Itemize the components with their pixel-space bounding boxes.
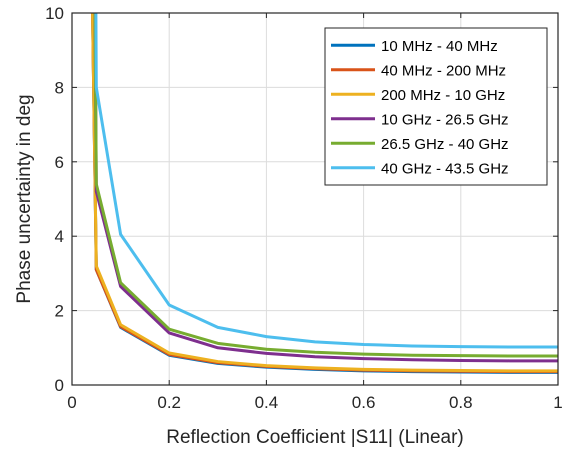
plot-area-frame: [71, 12, 559, 386]
y-tick-label: 2: [55, 302, 64, 321]
y-tick-label: 6: [55, 153, 64, 172]
x-axis-label: Reflection Coefficient |S11| (Linear): [166, 427, 464, 448]
legend-entry-label: 10 MHz - 40 MHz: [381, 38, 498, 55]
x-tick-label: 0: [67, 393, 76, 412]
legend-entry-label: 26.5 GHz - 40 GHz: [381, 136, 509, 153]
series-line: [93, 13, 558, 358]
y-axis-label: Phase uncertainty in deg: [14, 94, 35, 303]
series-line: [91, 13, 558, 373]
legend-entry-label: 40 GHz - 43.5 GHz: [381, 160, 509, 177]
y-tick-label: 10: [45, 4, 64, 23]
y-tick-label: 0: [55, 376, 64, 395]
x-tick-label: 0.6: [352, 393, 376, 412]
x-tick-label: 0.8: [449, 393, 473, 412]
series-group: [91, 13, 558, 374]
series-line: [94, 13, 558, 349]
x-tick-label: 0.4: [255, 393, 279, 412]
legend-entry-label: 10 GHz - 26.5 GHz: [381, 111, 509, 128]
y-tick-label: 8: [55, 78, 64, 97]
legend-box: [324, 27, 548, 186]
legend-entry-label: 40 MHz - 200 MHz: [381, 62, 506, 79]
x-tick-label: 1: [553, 393, 562, 412]
y-tick-label: 4: [55, 227, 64, 246]
legend: 10 MHz - 40 MHz 40 MHz - 200 MHz 200 MHz -…: [324, 27, 548, 186]
legend-entry-label: 200 MHz - 10 GHz: [381, 87, 505, 104]
x-tick-label: 0.2: [157, 393, 181, 412]
